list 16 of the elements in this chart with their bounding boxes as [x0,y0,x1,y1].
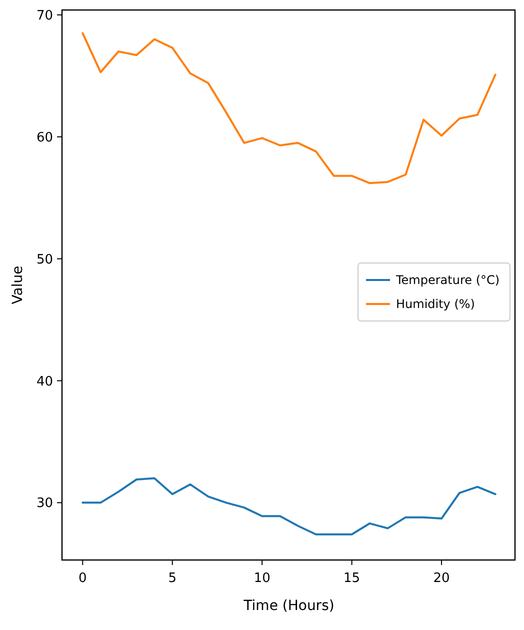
line-series [82,477,496,536]
y-tick-label: 50 [36,252,53,268]
x-tick-label: 15 [344,571,360,586]
line-series [82,32,496,184]
y-axis-title: Value [10,266,26,304]
y-tick-label: 40 [36,374,53,390]
x-axis-title: Time (Hours) [242,598,334,614]
legend-label: Humidity (%) [396,297,475,312]
x-tick-label: 20 [433,571,450,586]
y-tick-label: 70 [36,8,53,24]
x-tick-label: 0 [78,571,87,586]
y-tick-label: 30 [36,496,53,512]
x-tick-label: 10 [254,571,270,586]
y-tick-label: 60 [36,130,53,146]
legend-label: Temperature (°C) [395,273,500,288]
x-tick-label: 5 [168,571,176,586]
